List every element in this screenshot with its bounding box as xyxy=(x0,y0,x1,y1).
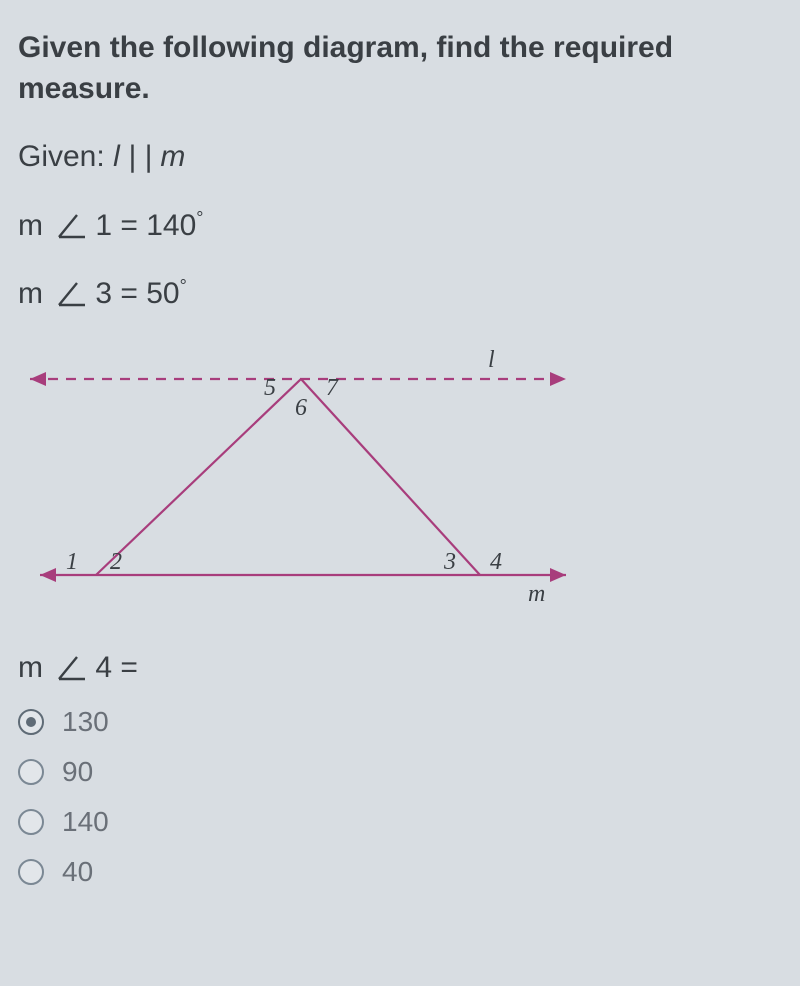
svg-text:3: 3 xyxy=(443,549,456,575)
fact-2-eq: = 50 xyxy=(112,277,180,310)
question-prompt: Given the following diagram, find the re… xyxy=(18,28,782,109)
fact-2-prefix: m xyxy=(18,277,51,310)
ask-prefix: m xyxy=(18,651,51,684)
radio-button[interactable] xyxy=(18,709,44,735)
option-label: 40 xyxy=(62,856,93,888)
ask-eq: = xyxy=(112,651,138,684)
angle-icon xyxy=(55,279,89,309)
svg-text:m: m xyxy=(528,581,545,607)
svg-text:5: 5 xyxy=(264,375,276,401)
option-label: 90 xyxy=(62,756,93,788)
answer-option[interactable]: 130 xyxy=(18,706,782,738)
answer-option[interactable]: 90 xyxy=(18,756,782,788)
svg-text:7: 7 xyxy=(326,375,339,401)
angle-icon xyxy=(55,211,89,241)
option-label: 140 xyxy=(62,806,109,838)
option-label: 130 xyxy=(62,706,109,738)
given-line: Given: l | | m xyxy=(18,137,782,178)
question-container: Given the following diagram, find the re… xyxy=(0,0,800,946)
radio-button[interactable] xyxy=(18,859,44,885)
angle-icon xyxy=(55,653,89,683)
geometry-diagram: l m 567 1 2 3 4 xyxy=(18,343,782,618)
svg-text:4: 4 xyxy=(490,549,502,575)
answer-option[interactable]: 40 xyxy=(18,856,782,888)
degree-symbol: ° xyxy=(180,276,187,296)
radio-button[interactable] xyxy=(18,759,44,785)
fact-1-eq: = 140 xyxy=(112,209,196,242)
answer-option[interactable]: 140 xyxy=(18,806,782,838)
svg-text:l: l xyxy=(488,347,495,373)
ask-line: m 4 = xyxy=(18,648,782,689)
fact-1: m 1 = 140° xyxy=(18,206,782,247)
radio-dot-icon xyxy=(26,717,36,727)
svg-text:6: 6 xyxy=(295,395,307,421)
fact-1-prefix: m xyxy=(18,209,51,242)
given-label: Given: xyxy=(18,140,105,173)
ask-num: 4 xyxy=(95,651,112,684)
svg-text:1: 1 xyxy=(66,549,78,575)
degree-symbol: ° xyxy=(196,208,203,228)
radio-button[interactable] xyxy=(18,809,44,835)
answer-options: 130 90 140 40 xyxy=(18,706,782,888)
fact-2: m 3 = 50° xyxy=(18,274,782,315)
given-expression: l | | m xyxy=(113,140,185,173)
fact-2-num: 3 xyxy=(95,277,112,310)
svg-text:2: 2 xyxy=(110,549,122,575)
fact-1-num: 1 xyxy=(95,209,112,242)
